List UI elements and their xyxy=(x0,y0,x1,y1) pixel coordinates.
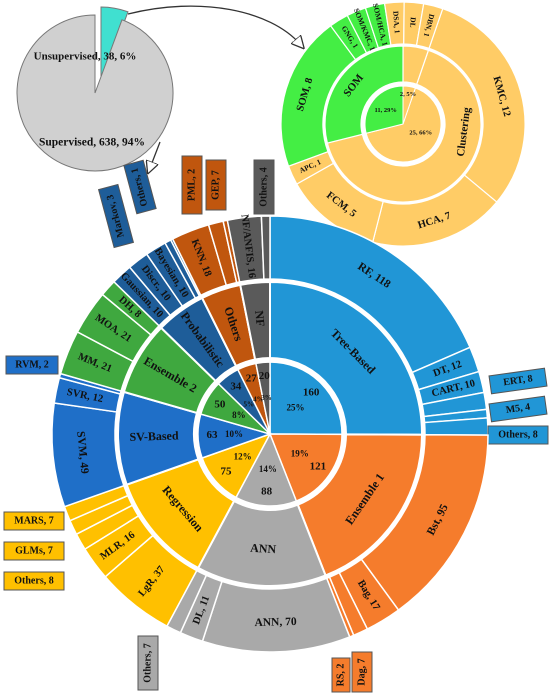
callout: Others, 7 xyxy=(137,635,159,691)
callout: ERT, 8 xyxy=(488,367,548,395)
callout-box xyxy=(5,355,59,375)
callout: M5, 4 xyxy=(488,395,548,423)
connector-arrow xyxy=(150,141,161,168)
callout-label: ERT, 8 xyxy=(503,373,534,388)
core-wedge xyxy=(268,433,343,502)
child-label: ANN, 70 xyxy=(254,616,297,629)
callout-label: GEP, 7 xyxy=(210,170,221,200)
callout-box xyxy=(331,657,351,693)
group-count: 75 xyxy=(220,465,232,477)
unsup-core-label: 11, 29% xyxy=(374,107,396,114)
unsup-outer-segment xyxy=(415,3,444,50)
callout-box xyxy=(3,541,65,561)
group-pct: 12% xyxy=(234,452,252,462)
callout-label: Others, 8 xyxy=(498,429,537,440)
group-segment xyxy=(296,433,424,577)
group-pct: 4% xyxy=(253,396,264,404)
callout-box xyxy=(205,159,227,211)
group-pct: 14% xyxy=(259,464,277,474)
group-pct: 10% xyxy=(225,429,243,439)
group-segment xyxy=(269,280,423,436)
callout-box xyxy=(488,367,548,395)
callout-box xyxy=(488,395,548,423)
group-pct: 3% xyxy=(261,394,272,402)
callout: Markov, 3 xyxy=(97,183,135,249)
callout-label: Others, 4 xyxy=(258,167,269,206)
unsup-inner-core xyxy=(364,85,404,134)
callout-box xyxy=(137,635,159,691)
callout-box xyxy=(3,571,65,591)
group-count: 63 xyxy=(207,429,219,441)
group-pct: 8% xyxy=(232,410,246,420)
callout-box xyxy=(3,511,65,531)
callout-label: RVM, 2 xyxy=(15,359,49,370)
callout-box xyxy=(351,651,373,693)
group-pct: 5% xyxy=(244,401,255,409)
core-wedge xyxy=(269,361,343,436)
callout: Others, 1 xyxy=(123,159,157,215)
callout-label: Others, 8 xyxy=(14,575,53,586)
group-count: 20 xyxy=(259,370,271,382)
callout-box xyxy=(97,183,135,249)
callout: RS, 2 xyxy=(331,657,351,693)
callout-label: RS, 2 xyxy=(335,664,346,687)
callout: Others, 8 xyxy=(487,425,549,445)
callout: RVM, 2 xyxy=(5,355,59,375)
unsup-inner-core xyxy=(402,85,417,125)
group-count: 27 xyxy=(246,373,258,385)
callout-label: Dag, 7 xyxy=(356,658,367,685)
pie-slice xyxy=(16,14,174,172)
callout: Others, 4 xyxy=(253,159,275,215)
group-pct: 19% xyxy=(291,448,309,458)
callout-label: Others, 7 xyxy=(142,643,153,682)
group-label: NF xyxy=(252,310,268,327)
callout-label: M5, 4 xyxy=(505,402,531,416)
unsup-outer-label: DSA, 1 xyxy=(391,11,402,34)
callout-box xyxy=(181,155,203,215)
group-count: 160 xyxy=(303,387,320,399)
unsup-inner-segment xyxy=(326,49,482,203)
core-wedge xyxy=(255,361,271,435)
pie-label-supervised: Supervised, 638, 94% xyxy=(39,137,145,149)
callout: Others, 8 xyxy=(3,571,65,591)
child-segment xyxy=(260,215,271,280)
callout-box xyxy=(123,159,157,215)
child-label: SVM, 49 xyxy=(74,431,90,475)
callout: PML, 2 xyxy=(181,155,203,215)
callout-box xyxy=(253,159,275,215)
group-pct: 25% xyxy=(287,403,305,413)
unsup-outer-label: DL xyxy=(408,17,418,28)
group-label: ANN xyxy=(250,541,277,557)
group-label: SV-Based xyxy=(129,428,179,443)
connector-arrow xyxy=(127,5,300,44)
unsup-outer-segment xyxy=(428,7,526,203)
core-wedge xyxy=(234,432,298,507)
callout-label: PML, 2 xyxy=(186,169,197,201)
group-count: 121 xyxy=(310,460,327,472)
group-count: 50 xyxy=(214,398,226,410)
callout-label: MARS, 7 xyxy=(14,515,53,526)
group-segment xyxy=(239,280,271,361)
group-count: 88 xyxy=(261,485,273,497)
group-count: 34 xyxy=(230,381,242,393)
pie-label-unsupervised: Unsupervised, 38, 6% xyxy=(34,51,137,63)
unsup-core-label: 25, 66% xyxy=(409,130,432,137)
callout: GLMs, 7 xyxy=(3,541,65,561)
child-segment xyxy=(201,577,351,653)
unsup-inner-core xyxy=(365,87,442,163)
unsup-core-label: 2, 5% xyxy=(400,91,416,98)
callout: MARS, 7 xyxy=(3,511,65,531)
callout: Dag, 7 xyxy=(351,651,373,693)
unsup-inner-segment xyxy=(324,45,404,144)
callout-label: GLMs, 7 xyxy=(15,545,53,556)
unsup-inner-segment xyxy=(402,45,430,86)
callout: GEP, 7 xyxy=(205,159,227,211)
